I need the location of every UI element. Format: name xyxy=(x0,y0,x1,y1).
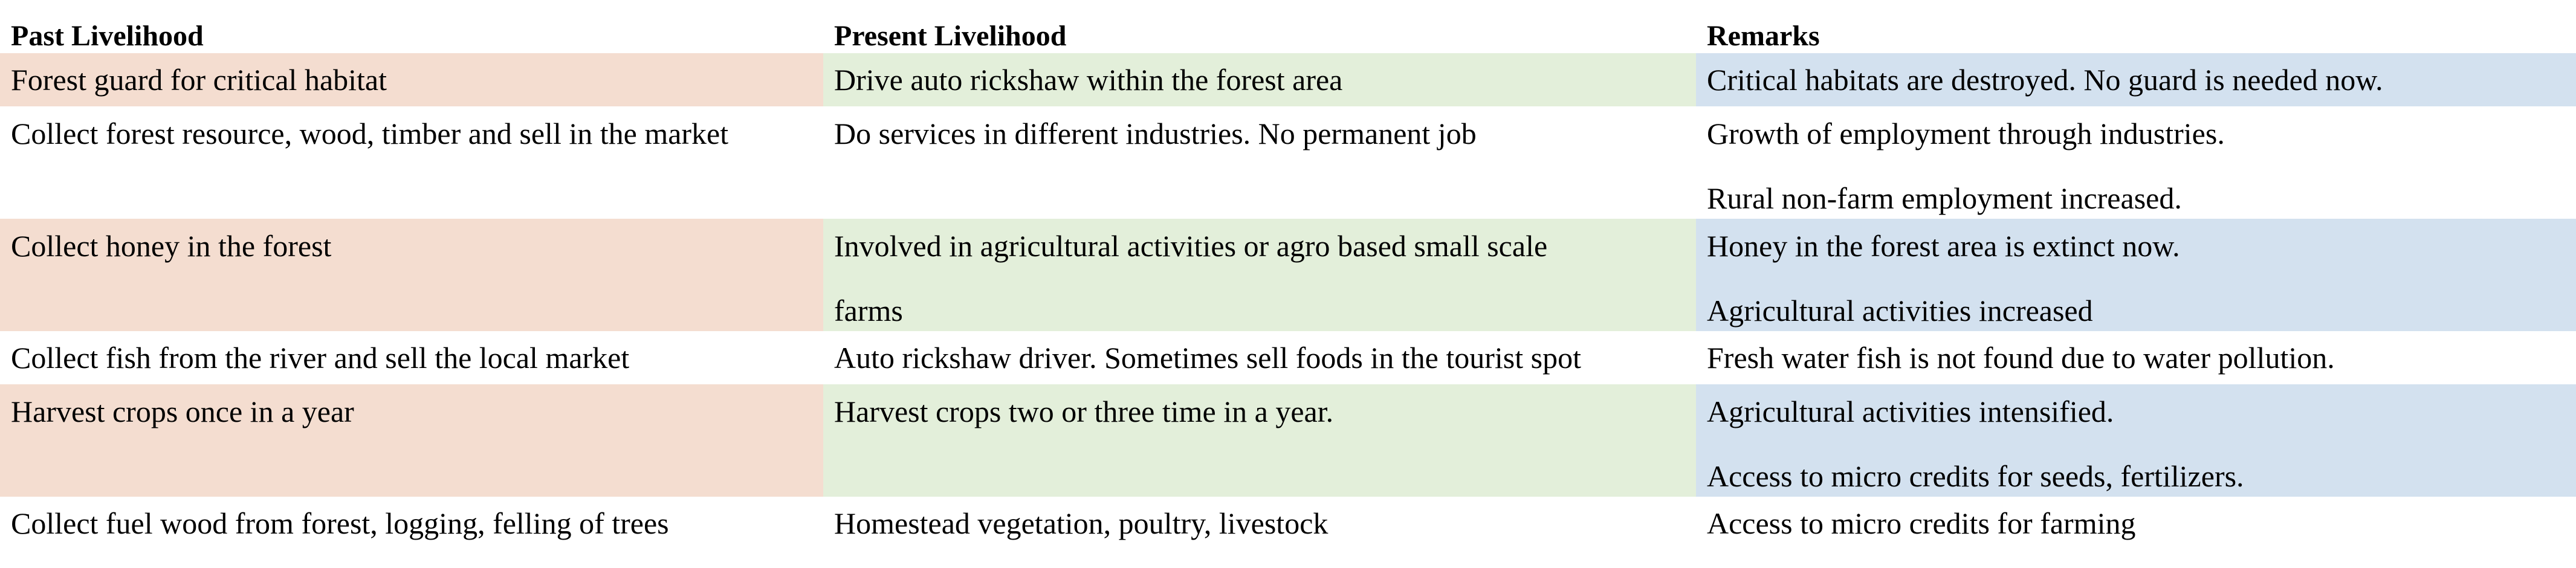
cell-text: Access to micro credits for farming xyxy=(1707,506,2136,540)
cell-past: Collect fuel wood from forest, logging, … xyxy=(0,497,823,550)
cell-text: Collect forest resource, wood, timber an… xyxy=(11,117,729,150)
cell-remarks: Growth of employment through industries.… xyxy=(1696,106,2576,219)
cell-text: Auto rickshaw driver. Sometimes sell foo… xyxy=(834,341,1581,375)
cell-past: Forest guard for critical habitat xyxy=(0,53,823,106)
cell-text: Homestead vegetation, poultry, livestock xyxy=(834,506,1328,540)
table-row: Collect fuel wood from forest, logging, … xyxy=(0,497,2576,550)
table-row: Forest guard for critical habitat Drive … xyxy=(0,53,2576,106)
header-present-livelihood: Present Livelihood xyxy=(834,20,1067,52)
cell-present: Homestead vegetation, poultry, livestock xyxy=(823,497,1696,550)
cell-present: Drive auto rickshaw within the forest ar… xyxy=(823,53,1696,106)
cell-text: Forest guard for critical habitat xyxy=(11,63,387,97)
cell-text: Agricultural activities intensified. xyxy=(1707,395,2114,428)
table-row: Collect fish from the river and sell the… xyxy=(0,331,2576,384)
table-row: Harvest crops once in a year Harvest cro… xyxy=(0,384,2576,497)
cell-text: Collect honey in the forest xyxy=(11,229,332,263)
cell-text: Harvest crops once in a year xyxy=(11,395,354,428)
cell-text: Drive auto rickshaw within the forest ar… xyxy=(834,63,1343,97)
cell-text: Growth of employment through industries. xyxy=(1707,117,2225,150)
cell-remarks: Fresh water fish is not found due to wat… xyxy=(1696,331,2576,384)
table-row: Collect forest resource, wood, timber an… xyxy=(0,106,2576,219)
cell-present: Auto rickshaw driver. Sometimes sell foo… xyxy=(823,331,1696,384)
cell-past: Collect fish from the river and sell the… xyxy=(0,331,823,384)
cell-remarks: Honey in the forest area is extinct now.… xyxy=(1696,219,2576,331)
table-row: Collect honey in the forest Involved in … xyxy=(0,219,2576,331)
table-header-row: Past Livelihood Present Livelihood Remar… xyxy=(0,0,2576,53)
cell-present: Involved in agricultural activities or a… xyxy=(823,219,1696,331)
cell-text: Fresh water fish is not found due to wat… xyxy=(1707,341,2335,375)
header-past-livelihood: Past Livelihood xyxy=(11,20,204,52)
cell-text: Collect fish from the river and sell the… xyxy=(11,341,630,375)
header-remarks: Remarks xyxy=(1707,20,1820,52)
cell-text: Access to micro credits for seeds, ferti… xyxy=(1707,459,2244,493)
cell-present: Do services in different industries. No … xyxy=(823,106,1696,219)
cell-text: Collect fuel wood from forest, logging, … xyxy=(11,506,669,540)
cell-text: Critical habitats are destroyed. No guar… xyxy=(1707,63,2383,97)
cell-text: farms xyxy=(834,294,903,328)
cell-past: Collect honey in the forest xyxy=(0,219,823,331)
cell-text: Honey in the forest area is extinct now. xyxy=(1707,229,2180,263)
cell-remarks: Agricultural activities intensified. Acc… xyxy=(1696,384,2576,497)
cell-past: Collect forest resource, wood, timber an… xyxy=(0,106,823,219)
cell-text: Rural non-farm employment increased. xyxy=(1707,181,2182,215)
cell-remarks: Access to micro credits for farming xyxy=(1696,497,2576,550)
cell-text: Agricultural activities increased xyxy=(1707,294,2093,328)
cell-remarks: Critical habitats are destroyed. No guar… xyxy=(1696,53,2576,106)
cell-text: Harvest crops two or three time in a yea… xyxy=(834,395,1334,428)
cell-text: Involved in agricultural activities or a… xyxy=(834,229,1548,263)
cell-present: Harvest crops two or three time in a yea… xyxy=(823,384,1696,497)
cell-text: Do services in different industries. No … xyxy=(834,117,1477,150)
cell-past: Harvest crops once in a year xyxy=(0,384,823,497)
